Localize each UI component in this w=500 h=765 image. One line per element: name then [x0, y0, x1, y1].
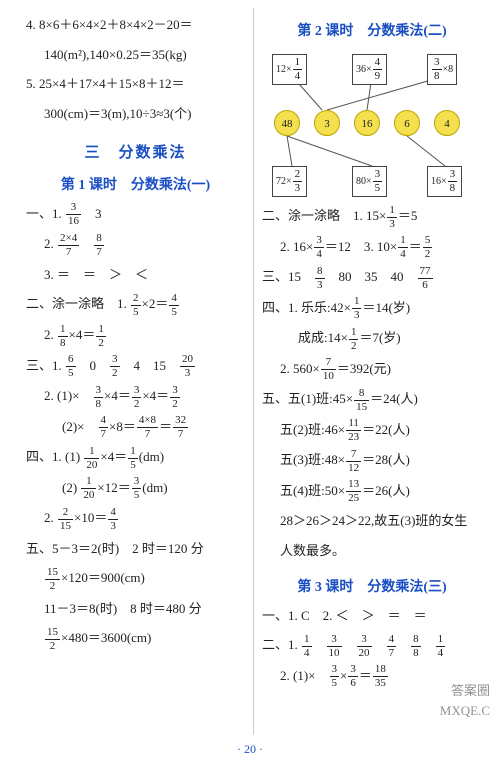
- text-line: 5. 25×4＋17×4＋15×8＋12＝: [26, 72, 245, 97]
- text-line: (2) 120×12＝35(dm): [26, 476, 245, 502]
- text-line: 2. 2×47 87: [26, 232, 245, 258]
- text-line: 三、1. 65 0 32 4 15 203: [26, 354, 245, 380]
- left-column: 4. 8×6＋6×4×2＋8×4×2－20＝ 140(m²),140×0.25＝3…: [18, 8, 253, 735]
- diagram-box: 16×38: [427, 166, 462, 197]
- text-line: 4. 8×6＋6×4×2＋8×4×2－20＝: [26, 13, 245, 38]
- text-line: 二、涂一涂略 1. 15×13＝5: [262, 204, 482, 230]
- diagram-flower: 48: [274, 110, 300, 136]
- text-line: 2. (1)× 38×4＝32×4＝32: [26, 384, 245, 410]
- text-line: 五、5－3＝2(时) 2 时＝120 分: [26, 537, 245, 562]
- text-line: 五(3)班:48×712＝28(人): [262, 448, 482, 474]
- text-line: 3. ＝ ＝ ＞ ＜: [26, 263, 245, 288]
- text-line: 2. (1)× 35×36＝1835: [262, 664, 482, 690]
- right-column: 第 2 课时 分数乘法(二) 12×14 36×49 38×8 48 3 16 64 72×23…: [254, 8, 490, 735]
- text-line: 152×480＝3600(cm): [26, 626, 245, 652]
- diagram-box: 38×8: [427, 54, 457, 85]
- diagram-box: 72×23: [272, 166, 307, 197]
- matching-diagram: 12×14 36×49 38×8 48 3 16 64 72×23 80×35 16×38: [262, 48, 482, 198]
- text-line: 一、1. C 2. ＜ ＞ ＝ ＝: [262, 604, 482, 629]
- text-line: 28＞26＞24＞22,故五(3)班的女生: [262, 509, 482, 534]
- text-line: 二、1. 14 310 320 47 88 14: [262, 633, 482, 659]
- text-line: 140(m²),140×0.25＝35(kg): [26, 43, 245, 68]
- text-line: 2. 560×710＝392(元): [262, 357, 482, 383]
- page-number: · 20 ·: [0, 742, 500, 757]
- chapter-title: 三 分数乘法: [26, 141, 245, 162]
- text-line: 2. 18×4＝12: [26, 323, 245, 349]
- lesson-title: 第 2 课时 分数乘法(二): [262, 20, 482, 40]
- diagram-box: 80×35: [352, 166, 387, 197]
- text-line: 2. 16×34＝12 3. 10×14＝52: [262, 235, 482, 261]
- lesson-title: 第 1 课时 分数乘法(一): [26, 174, 245, 194]
- text-line: 300(cm)＝3(m),10÷3≈3(个): [26, 102, 245, 127]
- diagram-flower: 3: [314, 110, 340, 136]
- diagram-flower: 6: [394, 110, 420, 136]
- text-line: (2)× 47×8＝4×87＝327: [26, 415, 245, 441]
- text-line: 五、五(1)班:45×815＝24(人): [262, 387, 482, 413]
- text-line: 三、15 83 80 35 40 776: [262, 265, 482, 291]
- diagram-flower: 4: [434, 110, 460, 136]
- text-line: 人数最多。: [262, 539, 482, 564]
- text-line: 四、1. 乐乐:42×13＝14(岁): [262, 296, 482, 322]
- text-line: 二、涂一涂略 1. 25×2＝45: [26, 292, 245, 318]
- text-line: 五(4)班:50×1325＝26(人): [262, 479, 482, 505]
- text-line: 四、1. (1) 120×4＝15(dm): [26, 445, 245, 471]
- text-line: 11－3＝8(时) 8 时＝480 分: [26, 597, 245, 622]
- text-line: 一、1. 316 3: [26, 202, 245, 228]
- text-line: 五(2)班:46×1123＝22(人): [262, 418, 482, 444]
- diagram-box: 36×49: [352, 54, 387, 85]
- text-line: 2. 215×10＝43: [26, 506, 245, 532]
- text-line: 152×120＝900(cm): [26, 566, 245, 592]
- diagram-flower: 16: [354, 110, 380, 136]
- diagram-box: 12×14: [272, 54, 307, 85]
- page-root: 4. 8×6＋6×4×2＋8×4×2－20＝ 140(m²),140×0.25＝3…: [0, 0, 500, 765]
- lesson-title: 第 3 课时 分数乘法(三): [262, 576, 482, 596]
- text-line: 成成:14×12＝7(岁): [262, 326, 482, 352]
